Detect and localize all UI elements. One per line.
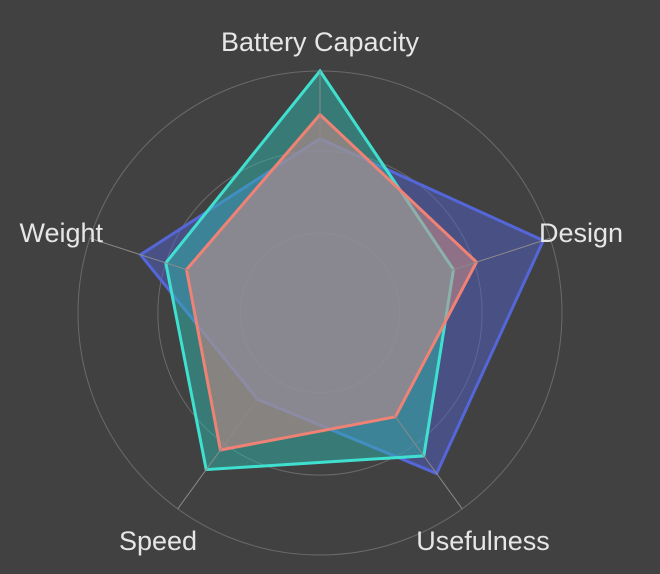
radar-series [138, 68, 546, 476]
radar-spokes [89, 71, 551, 510]
axis-label-usefulness: Usefulness [416, 526, 550, 556]
axis-label-weight: Weight [19, 218, 103, 248]
spoke-3 [319, 312, 463, 510]
spoke-5 [89, 237, 321, 314]
axis-label-battery-capacity: Battery Capacity [221, 27, 420, 57]
spoke-2 [319, 237, 551, 314]
axis-labels: Battery Capacity Design Usefulness Speed… [19, 27, 623, 556]
series-3-area [184, 112, 479, 452]
axis-label-design: Design [539, 218, 623, 248]
axis-label-speed: Speed [119, 526, 197, 556]
spoke-4 [177, 312, 321, 510]
